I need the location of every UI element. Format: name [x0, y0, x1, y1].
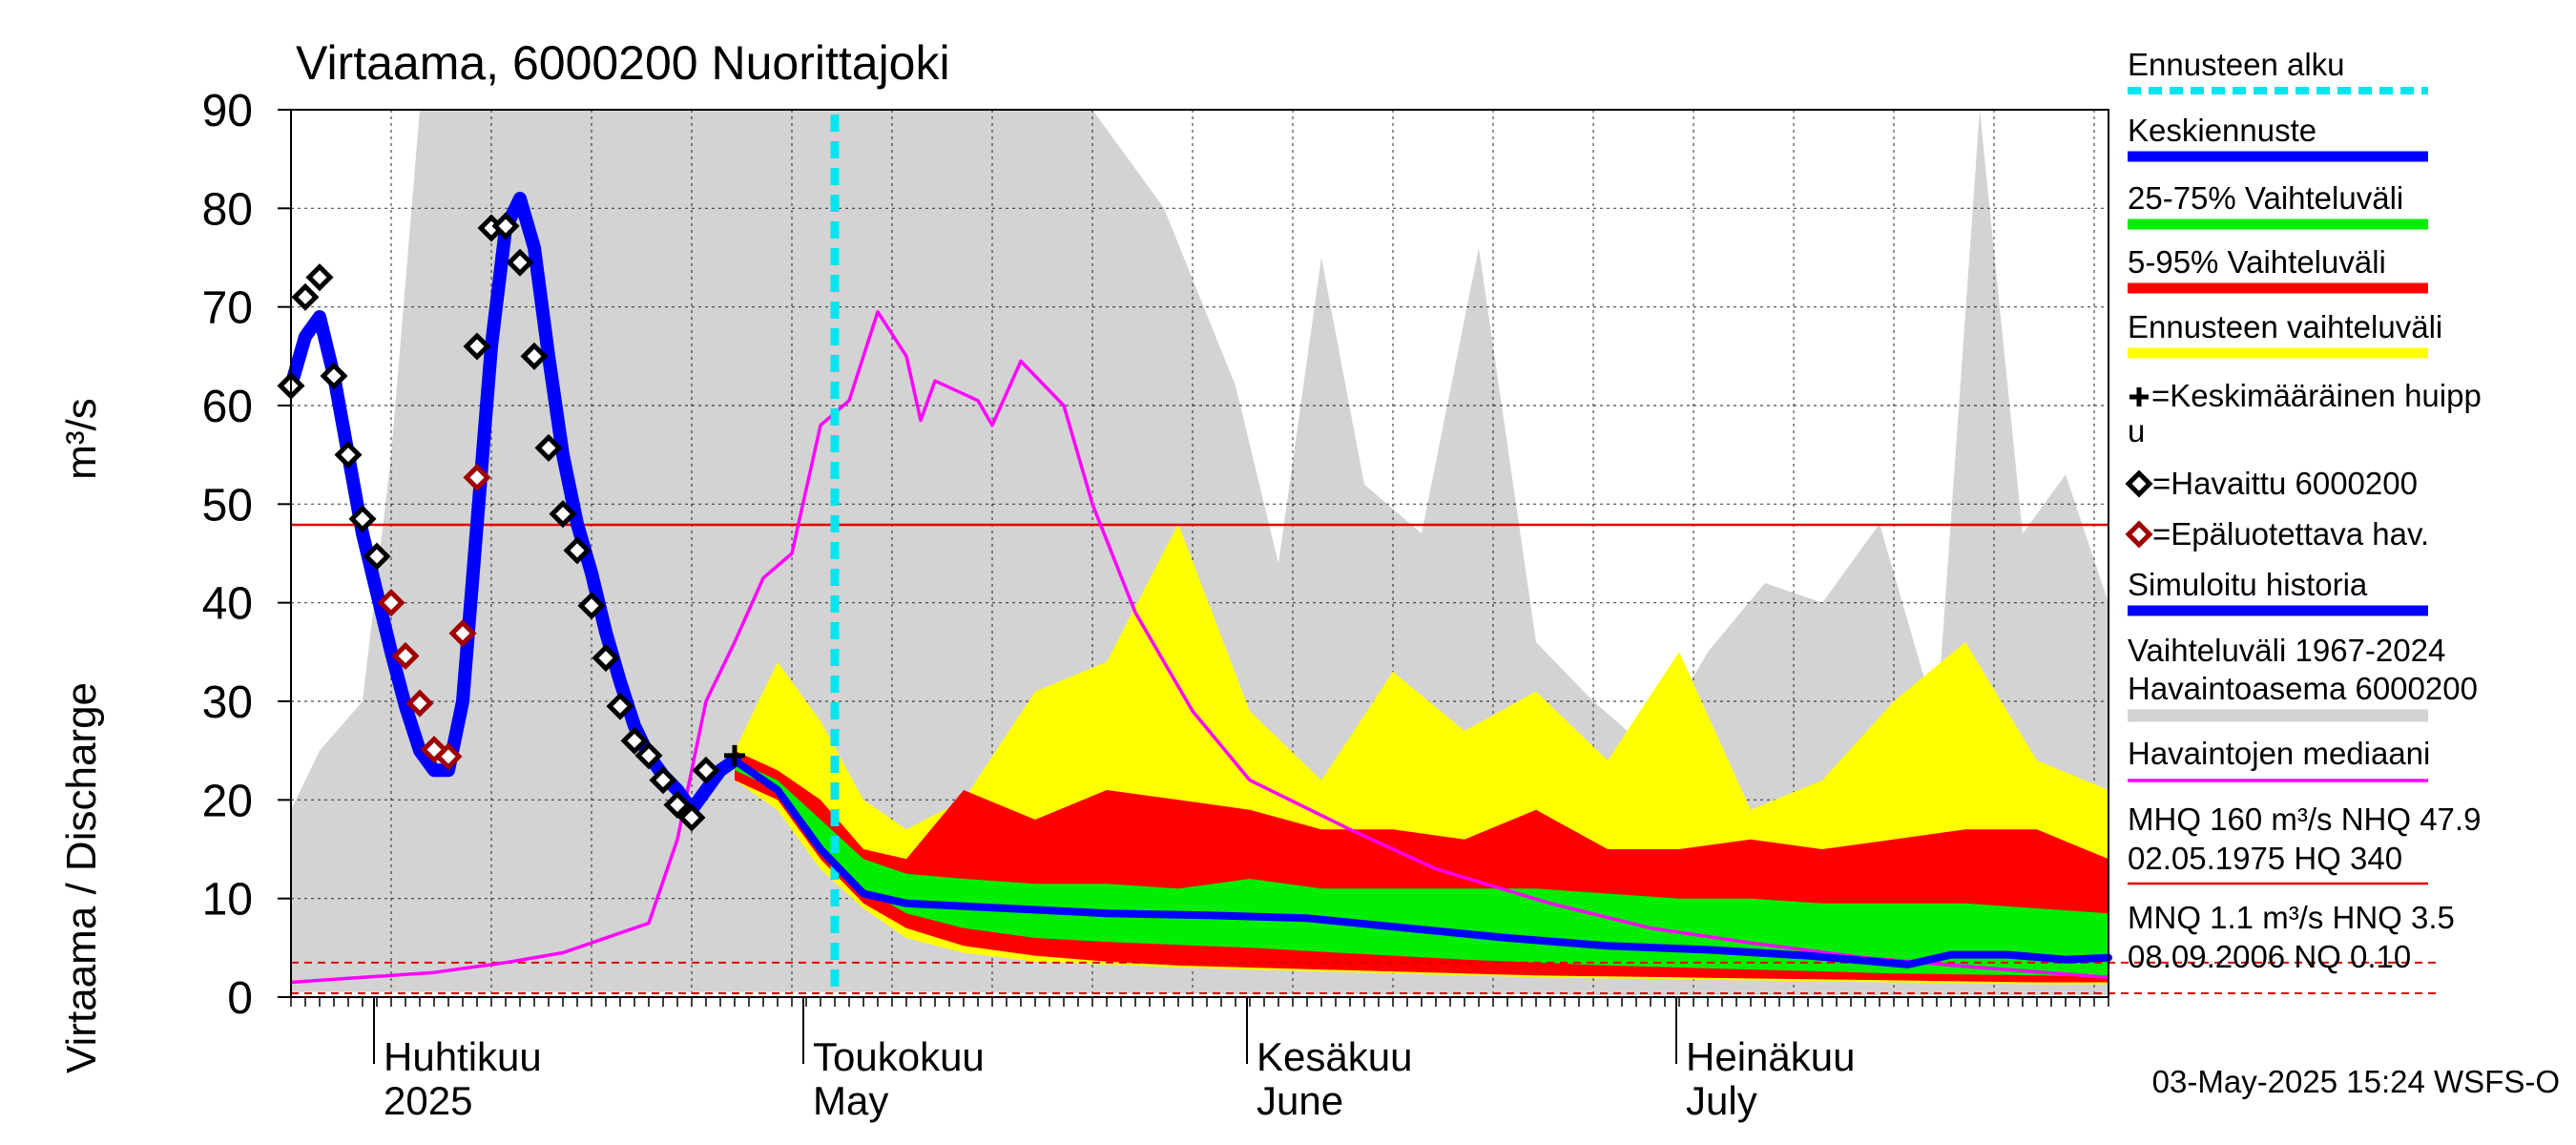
unreliable-point [391, 641, 420, 671]
chart-title: Virtaama, 6000200 Nuorittajoki [296, 36, 950, 90]
y-tick-label: 20 [202, 776, 253, 826]
unreliable-point [434, 742, 463, 771]
observed-point [363, 542, 391, 571]
observed-point [577, 592, 606, 620]
month-label-sub: 2025 [384, 1078, 472, 1123]
plot-frame [290, 109, 2109, 998]
legend-item-label: Ennusteen vaihteluväli [2128, 309, 2442, 344]
legend-item-label: 25-75% Vaihteluväli [2128, 180, 2403, 216]
range-25-75-band [735, 760, 2109, 977]
observed-point [320, 362, 348, 390]
y-axis-unit: m³/s [58, 398, 105, 480]
mean-peak-marker [724, 744, 745, 766]
y-tick-label: 90 [202, 86, 253, 136]
legend-item-label: Keskiennuste [2128, 113, 2316, 148]
legend-unreliable-icon [2125, 520, 2153, 549]
y-tick-label: 40 [202, 579, 253, 630]
legend-stats-high: MHQ 160 m³/s NHQ 47.9 [2128, 802, 2481, 837]
observed-point [620, 726, 649, 755]
observed-point [491, 212, 520, 240]
month-label-sub: June [1257, 1078, 1343, 1123]
unreliable-point [448, 619, 477, 648]
observed-point [463, 332, 491, 361]
month-label: Toukokuu [813, 1034, 985, 1079]
legend-median-label: Havaintojen mediaani [2128, 736, 2430, 771]
observed-point [677, 803, 706, 832]
observed-point [305, 263, 334, 292]
legend-stats-high-date: 02.05.1975 HQ 340 [2128, 841, 2402, 876]
observed-point [334, 441, 363, 469]
y-axis-label: Virtaama / Discharge [58, 682, 105, 1073]
month-label: Huhtikuu [384, 1034, 542, 1079]
legend-unreliable-label: =Epäluotettava hav. [2152, 516, 2429, 552]
observed-point [348, 505, 377, 533]
observed-point [634, 741, 663, 770]
legend: Ennusteen alku Keskiennuste 25-75% Vaihtel… [2125, 47, 2482, 974]
legend-history-label: Vaihteluväli 1967-2024 [2128, 633, 2445, 668]
observed-point [663, 790, 692, 820]
observed-point [563, 536, 592, 565]
y-tick-label: 50 [202, 480, 253, 531]
observed-point [692, 756, 720, 784]
y-tick-label: 60 [202, 382, 253, 432]
footer-timestamp: 03-May-2025 15:24 WSFS-O [2152, 1064, 2560, 1099]
legend-stats-low: MNQ 1.1 m³/s HNQ 3.5 [2128, 900, 2455, 935]
observed-point [534, 433, 563, 462]
unreliable-point [405, 689, 434, 718]
forecast-median-line [731, 757, 2112, 968]
observed-point [291, 282, 320, 311]
month-label-sub: May [813, 1078, 888, 1123]
y-tick-label: 30 [202, 677, 253, 728]
legend-mean-peak-label: =Keskimääräinen huipp [2151, 378, 2482, 413]
legend-item-label: 5-95% Vaihteluväli [2128, 244, 2386, 280]
observed-point [549, 500, 577, 529]
observed-point [506, 248, 534, 277]
legend-observed-label: =Havaittu 6000200 [2152, 466, 2418, 501]
y-tick-label: 0 [227, 973, 253, 1024]
legend-stats-low-date: 08.09.2006 NQ 0.10 [2128, 939, 2411, 974]
month-label: Heinäkuu [1686, 1034, 1855, 1079]
y-tick-label: 80 [202, 184, 253, 235]
observed-median-line [291, 310, 2109, 985]
month-label-sub: July [1686, 1078, 1757, 1123]
y-tick-label: 10 [202, 875, 253, 926]
observed-point [592, 643, 620, 673]
legend-mean-peak-label-cont: u [2128, 413, 2145, 448]
legend-simulated-label: Simuloitu historia [2128, 567, 2368, 602]
month-label: Kesäkuu [1257, 1034, 1412, 1079]
legend-observed-icon [2125, 469, 2153, 498]
legend-mean-peak-icon [2129, 387, 2149, 406]
y-tick-label: 70 [202, 283, 253, 334]
observed-point [606, 692, 634, 720]
unreliable-point [377, 589, 405, 617]
legend-item-label: Ennusteen alku [2128, 47, 2345, 82]
observed-point [649, 766, 677, 795]
unreliable-point [463, 463, 491, 491]
observed-point [520, 342, 549, 370]
legend-history-label-cont: Havaintoasema 6000200 [2128, 671, 2478, 706]
